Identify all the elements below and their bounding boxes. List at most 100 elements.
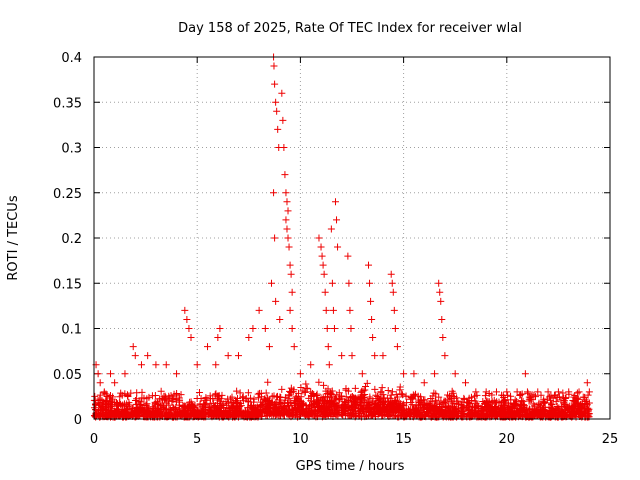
noise-point bbox=[121, 400, 129, 408]
chart-title: Day 158 of 2025, Rate Of TEC Index for r… bbox=[178, 21, 522, 36]
noise-point bbox=[399, 391, 407, 399]
noise-point bbox=[388, 397, 396, 405]
data-point bbox=[224, 352, 232, 360]
noise-point bbox=[585, 399, 593, 407]
noise-point bbox=[363, 379, 371, 387]
noise-point bbox=[185, 402, 193, 410]
noise-point bbox=[432, 397, 440, 405]
noise-point bbox=[342, 393, 350, 401]
noise-point bbox=[374, 393, 382, 401]
noise-point bbox=[246, 410, 254, 418]
noise-point bbox=[351, 384, 359, 392]
data-point bbox=[137, 361, 145, 369]
data-point bbox=[347, 325, 355, 332]
data-point bbox=[152, 361, 160, 369]
noise-point bbox=[285, 394, 293, 402]
noise-point bbox=[428, 397, 436, 405]
noise-point bbox=[371, 385, 379, 393]
data-point bbox=[286, 306, 294, 314]
data-point bbox=[278, 89, 286, 97]
noise-point bbox=[96, 401, 104, 409]
data-point bbox=[212, 361, 220, 369]
noise-point bbox=[103, 398, 111, 406]
noise-point bbox=[412, 401, 420, 409]
noise-point bbox=[234, 405, 242, 413]
noise-point bbox=[536, 405, 544, 413]
x-axis-label: GPS time / hours bbox=[296, 459, 405, 474]
noise-point bbox=[417, 401, 425, 409]
data-point bbox=[344, 252, 352, 260]
noise-point bbox=[579, 393, 587, 401]
noise-point bbox=[430, 403, 438, 411]
noise-point bbox=[206, 404, 214, 412]
x-tick-label: 10 bbox=[292, 432, 309, 447]
noise-point bbox=[521, 411, 529, 419]
noise-point bbox=[105, 409, 113, 417]
data-point bbox=[338, 352, 346, 360]
y-tick-label: 0.1 bbox=[61, 323, 82, 338]
noise-point bbox=[504, 408, 512, 416]
noise-point bbox=[435, 393, 443, 401]
noise-point bbox=[203, 396, 211, 404]
y-tick-label: 0.25 bbox=[53, 187, 82, 202]
noise-point bbox=[239, 393, 247, 401]
data-point bbox=[271, 234, 279, 242]
noise-point bbox=[439, 411, 447, 419]
noise-point bbox=[186, 412, 194, 420]
noise-point bbox=[359, 406, 367, 414]
noise-point bbox=[533, 408, 541, 416]
data-point bbox=[245, 334, 253, 342]
data-point bbox=[366, 279, 374, 287]
data-point bbox=[296, 370, 304, 378]
noise-point bbox=[154, 399, 162, 407]
noise-point bbox=[117, 389, 125, 397]
noise-point bbox=[486, 411, 494, 419]
noise-point bbox=[151, 409, 159, 417]
noise-point bbox=[165, 394, 173, 402]
data-point bbox=[273, 107, 281, 115]
data-point bbox=[100, 388, 108, 396]
data-point bbox=[187, 334, 195, 342]
noise-point bbox=[257, 398, 265, 406]
data-point bbox=[234, 352, 242, 360]
noise-point bbox=[121, 390, 129, 398]
data-point bbox=[391, 325, 399, 332]
noise-point bbox=[448, 398, 456, 406]
noise-point bbox=[384, 387, 392, 395]
noise-point bbox=[302, 380, 310, 388]
data-point bbox=[328, 279, 336, 287]
noise-point bbox=[585, 405, 593, 413]
data-point bbox=[321, 288, 329, 296]
noise-point bbox=[172, 395, 180, 403]
data-point bbox=[420, 379, 428, 387]
noise-point bbox=[423, 403, 431, 411]
noise-point bbox=[330, 400, 338, 408]
noise-point bbox=[320, 410, 328, 418]
noise-point bbox=[545, 393, 553, 401]
data-point bbox=[315, 234, 323, 242]
noise-point bbox=[470, 392, 478, 400]
background-noise-marks bbox=[90, 378, 593, 421]
noise-point bbox=[570, 404, 578, 412]
noise-point bbox=[336, 395, 344, 403]
data-point bbox=[451, 370, 459, 378]
noise-point bbox=[361, 386, 369, 394]
noise-point bbox=[498, 405, 506, 413]
noise-point bbox=[353, 401, 361, 409]
data-point bbox=[284, 234, 292, 242]
noise-point bbox=[157, 387, 165, 395]
data-point bbox=[288, 325, 296, 332]
noise-point bbox=[282, 405, 290, 413]
data-point bbox=[438, 315, 446, 323]
noise-point bbox=[236, 389, 244, 397]
noise-point bbox=[584, 410, 592, 418]
noise-point bbox=[324, 411, 332, 419]
noise-point bbox=[309, 390, 317, 398]
noise-point bbox=[345, 396, 353, 404]
data-point bbox=[371, 352, 379, 360]
noise-point bbox=[501, 399, 509, 407]
data-point bbox=[521, 370, 529, 378]
data-point bbox=[288, 288, 296, 296]
x-tick-label: 20 bbox=[499, 432, 516, 447]
